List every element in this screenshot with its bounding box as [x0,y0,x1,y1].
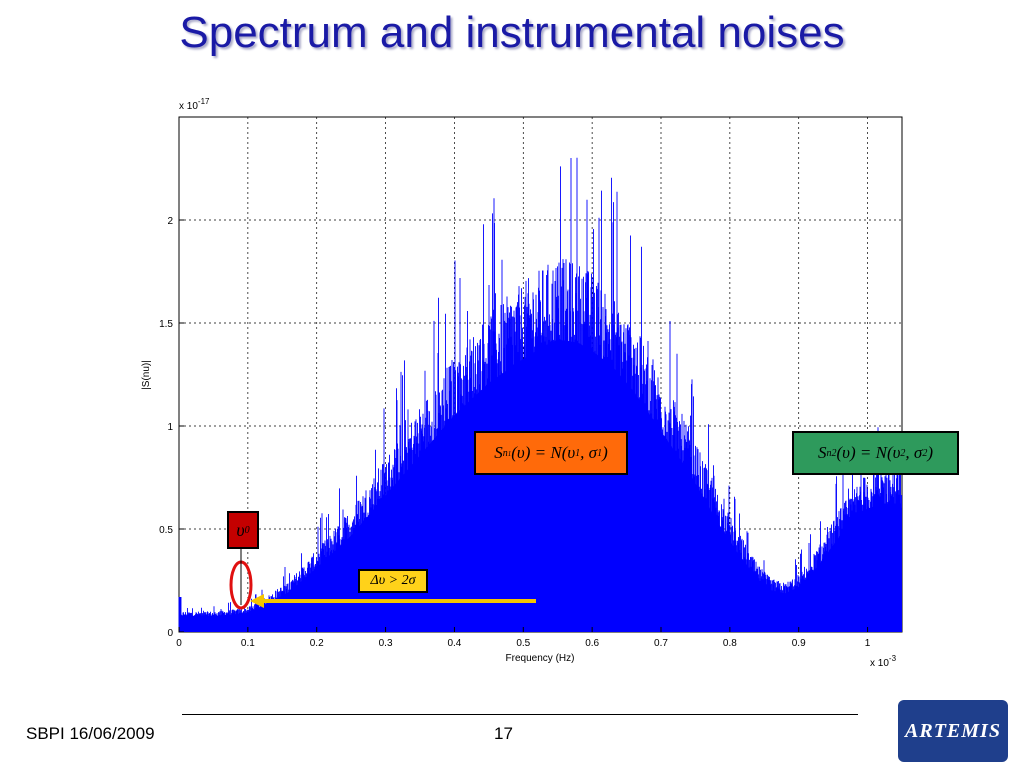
x-exponent-label: x 10-3 [870,654,897,669]
spectrum-fill [179,339,902,632]
x-tick-label: 0 [176,638,182,649]
y-tick-label: 1 [167,422,173,433]
x-tick-label: 0.3 [379,638,393,649]
delta-arrow-head [250,594,264,608]
delta-condition-label: Δυ > 2σ [358,569,428,593]
spectrum-chart: 0 0.1 0.2 0.3 0.4 0.5 0.6 0.7 0.8 0.9 1 00.511.52 … [141,97,903,669]
y-axis-ticks: 0 0.5 1 1.5 2 [159,216,184,639]
footer-date: SBPI 16/06/2009 [26,724,155,743]
y-exponent-label: x 10-17 [179,97,210,112]
page-number: 17 [494,724,513,743]
spectrum-series [178,157,902,632]
y-tick-label: 0 [167,628,173,639]
artemis-logo: ARTEMIS [898,700,1008,762]
x-tick-label: 0.7 [654,638,668,649]
x-tick-label: 0.1 [241,638,255,649]
y-tick-label: 2 [167,216,173,227]
x-tick-label: 0.6 [585,638,599,649]
x-tick-label: 0.5 [516,638,530,649]
y-tick-label: 0.5 [159,525,173,536]
x-tick-label: 1 [865,638,871,649]
x-axis-label: Frequency (Hz) [506,653,575,664]
x-tick-label: 0.9 [792,638,806,649]
x-tick-label: 0.4 [447,638,461,649]
x-tick-label: 0.2 [310,638,324,649]
y-tick-label: 1.5 [159,319,173,330]
footer-divider [182,714,858,715]
x-axis-ticks: 0 0.1 0.2 0.3 0.4 0.5 0.6 0.7 0.8 0.9 1 [176,627,871,649]
slide-title: Spectrum and instrumental noises [179,8,845,57]
y-axis-label: |S(nu)| [141,360,152,390]
x-tick-label: 0.8 [723,638,737,649]
